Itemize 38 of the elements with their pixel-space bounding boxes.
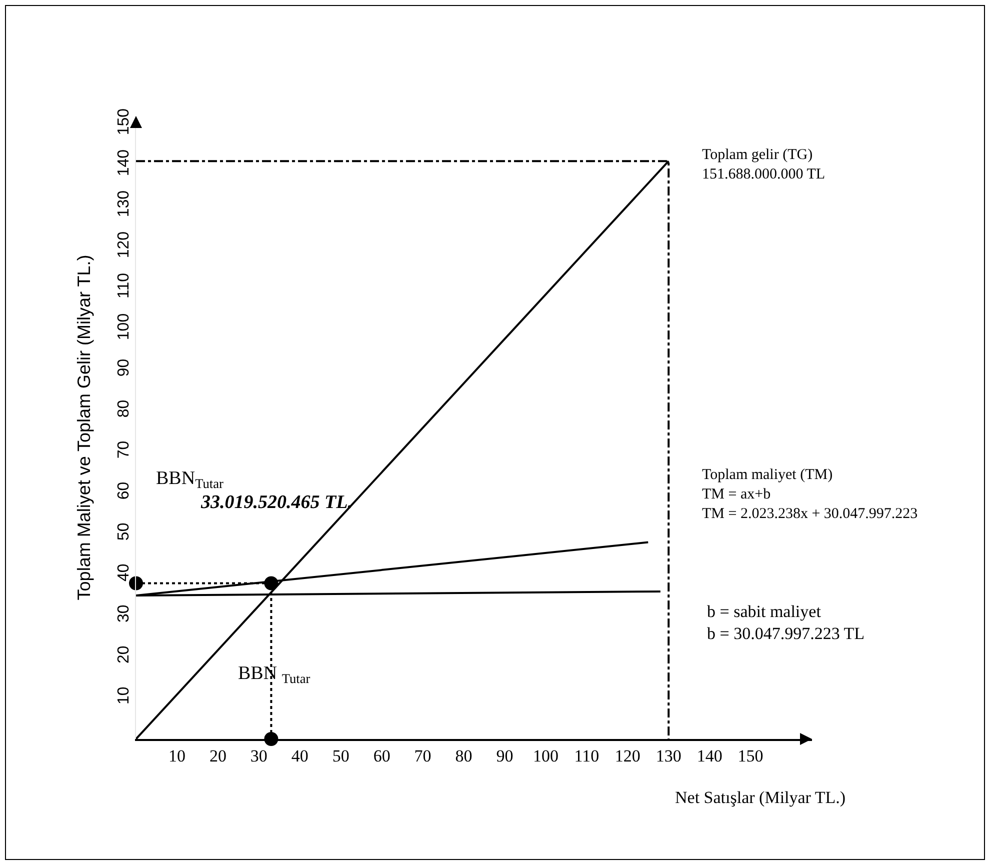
y-tick-label: 40 (116, 564, 133, 582)
x-tick-label: 120 (614, 746, 640, 766)
annotation: b = sabit maliyet b = 30.047.997.223 TL (707, 602, 865, 644)
y-tick-label: 80 (116, 400, 133, 418)
x-tick-label: 50 (332, 746, 350, 766)
x-tick-label: 10 (168, 746, 186, 766)
x-tick-label: 150 (738, 746, 764, 766)
annotation: BBN$_{Tutar}$ (156, 468, 224, 491)
y-tick-label: 120 (116, 231, 133, 258)
y-tick-label: 20 (116, 646, 133, 664)
y-tick-label: 110 (116, 272, 133, 298)
x-tick-label: 20 (209, 746, 226, 766)
y-axis-title: Toplam Maliyet ve Toplam Gelir (Milyar TL.) (74, 254, 94, 600)
x-tick-label: 40 (291, 746, 308, 766)
y-tick-label: 140 (116, 149, 133, 176)
x-tick-label: 60 (373, 746, 390, 766)
x-tick-label: 80 (455, 746, 472, 766)
y-tick-label: 30 (116, 604, 133, 623)
x-tick-label: 130 (656, 746, 682, 766)
annotation: Toplam maliyet (TM) TM = ax+b TM = 2.023.238x + 30.047.997.223 (702, 467, 918, 522)
y-tick-label: 130 (116, 190, 133, 218)
y-tick-label: 70 (116, 440, 133, 459)
y-tick-label: 90 (116, 358, 133, 377)
y-tick-label: 10 (116, 686, 133, 705)
annotation: Toplam gelir (TG) 151.688.000.000 TL (702, 147, 826, 182)
y-tick-label: 60 (116, 482, 133, 500)
x-tick-label: 140 (696, 746, 722, 766)
y-tick-label: 100 (116, 313, 133, 340)
x-tick-label: 110 (574, 746, 600, 766)
x-tick-label: 100 (532, 746, 558, 766)
y-tick-label: 50 (116, 522, 133, 541)
x-tick-label: 30 (250, 746, 268, 766)
x-tick-label: 90 (496, 746, 514, 766)
x-axis-title: Net Satışlar (Milyar TL.) (675, 788, 846, 807)
x-tick-label: 70 (414, 746, 432, 766)
annotation: 33.019.520.465 TL. (200, 492, 352, 513)
y-tick-label: 150 (116, 108, 133, 136)
annotation: BBN $_{Tutar}$ (238, 663, 311, 686)
